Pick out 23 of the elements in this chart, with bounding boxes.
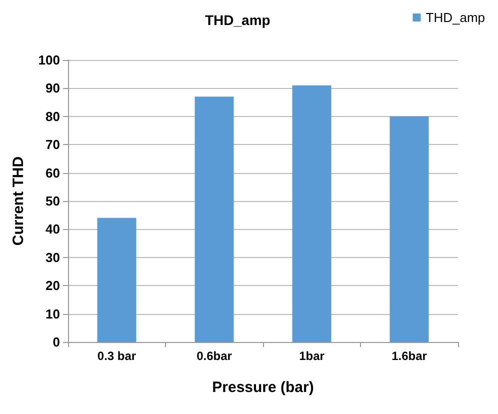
y-tick-label: 60 <box>46 165 60 180</box>
x-tick-label: 1.6bar <box>392 349 428 363</box>
y-tick-label: 50 <box>46 194 60 208</box>
y-tick-label: 90 <box>46 80 60 96</box>
y-axis-title: Current THD <box>10 156 27 246</box>
bar <box>97 218 136 342</box>
y-tick-label: 70 <box>46 137 60 152</box>
bar <box>390 116 429 342</box>
chart-title: THD_amp <box>205 12 270 28</box>
x-tick-label: 1bar <box>299 349 325 363</box>
x-axis-title: Pressure (bar) <box>212 379 314 396</box>
x-tick-label: 0.6bar <box>196 349 232 363</box>
y-tick-label: 30 <box>46 250 60 265</box>
legend-label: THD_amp <box>426 10 486 25</box>
y-tick-label: 80 <box>46 108 60 124</box>
y-tick-label: 20 <box>46 278 60 294</box>
y-tick-label: 0 <box>52 334 60 350</box>
bar <box>194 96 234 342</box>
y-tick-label: 10 <box>46 306 60 322</box>
y-tick-label: 100 <box>38 52 60 68</box>
y-tick-label: 40 <box>46 222 60 237</box>
bar <box>292 85 332 342</box>
x-tick-label: 0.3 bar <box>97 349 136 363</box>
